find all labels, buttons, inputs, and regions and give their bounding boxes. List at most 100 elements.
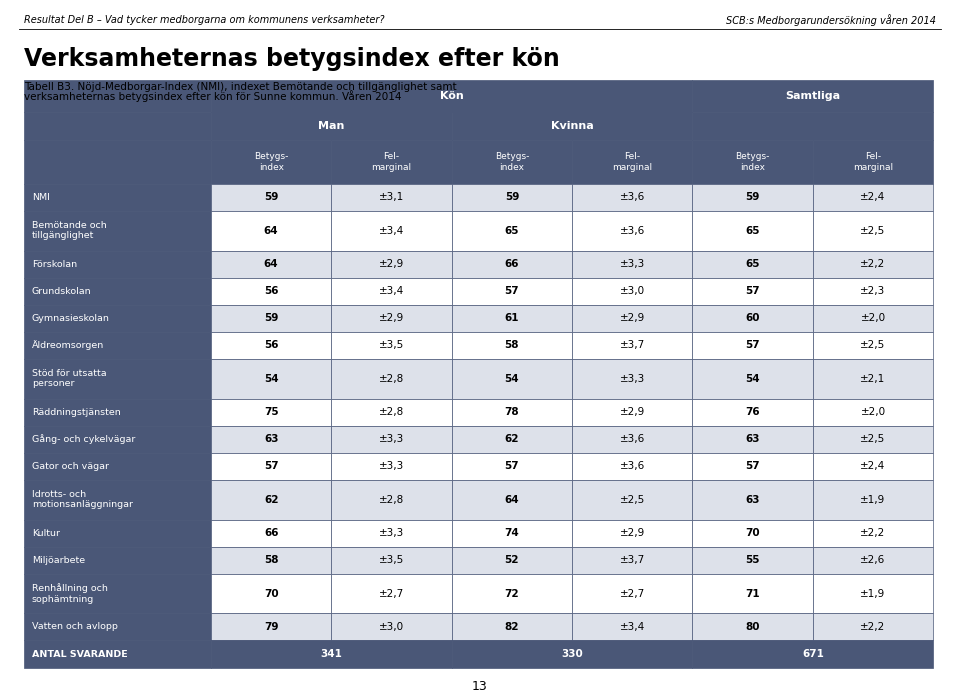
Text: 64: 64: [264, 259, 278, 269]
Bar: [331, 359, 452, 398]
Text: 59: 59: [264, 192, 278, 202]
Bar: [813, 453, 933, 480]
Bar: [331, 278, 452, 305]
Text: ±3,6: ±3,6: [619, 434, 645, 444]
Text: Betygs-
index: Betygs- index: [494, 152, 529, 172]
Bar: [813, 140, 933, 184]
Bar: [572, 305, 692, 332]
Text: ±2,9: ±2,9: [619, 528, 645, 538]
Text: Tabell B3. Nöjd-Medborgar-Index (NMI), indexet Bemötande och tillgänglighet samt: Tabell B3. Nöjd-Medborgar-Index (NMI), i…: [24, 82, 457, 92]
Text: Samtliga: Samtliga: [785, 92, 840, 101]
Bar: [452, 184, 572, 211]
Bar: [692, 251, 813, 278]
Bar: [24, 332, 211, 359]
Bar: [813, 426, 933, 453]
Text: Resultat Del B – Vad tycker medborgarna om kommunens verksamheter?: Resultat Del B – Vad tycker medborgarna …: [24, 15, 385, 24]
Text: 63: 63: [745, 495, 760, 505]
Bar: [813, 332, 933, 359]
Bar: [572, 519, 692, 547]
Bar: [331, 453, 452, 480]
Text: ±2,9: ±2,9: [379, 259, 404, 269]
Bar: [331, 614, 452, 640]
Text: Grundskolan: Grundskolan: [32, 287, 91, 296]
Bar: [692, 80, 933, 113]
Text: 75: 75: [264, 407, 278, 417]
Text: ±2,0: ±2,0: [860, 313, 886, 323]
Bar: [572, 211, 692, 251]
Bar: [452, 426, 572, 453]
Bar: [24, 480, 211, 519]
Bar: [813, 305, 933, 332]
Bar: [452, 614, 572, 640]
Bar: [692, 574, 813, 614]
Bar: [331, 519, 452, 547]
Bar: [692, 359, 813, 398]
Text: ±3,4: ±3,4: [379, 286, 404, 296]
Text: ±3,5: ±3,5: [379, 340, 404, 350]
Text: ±1,9: ±1,9: [860, 495, 886, 505]
Text: 13: 13: [472, 680, 488, 693]
Text: ±3,6: ±3,6: [619, 226, 645, 236]
Bar: [331, 140, 452, 184]
Bar: [572, 614, 692, 640]
Text: ±2,2: ±2,2: [860, 259, 886, 269]
Text: Fel-
marginal: Fel- marginal: [612, 152, 653, 172]
Bar: [24, 184, 211, 211]
Text: 64: 64: [264, 226, 278, 236]
Bar: [211, 251, 331, 278]
Text: ±2,4: ±2,4: [860, 192, 886, 202]
Text: ±2,9: ±2,9: [619, 407, 645, 417]
Text: ±3,7: ±3,7: [619, 340, 645, 350]
Text: ±2,7: ±2,7: [379, 589, 404, 598]
Text: Bemötande och
tillgänglighet: Bemötande och tillgänglighet: [32, 221, 107, 240]
Text: 54: 54: [505, 374, 519, 384]
Bar: [452, 332, 572, 359]
Text: ±2,8: ±2,8: [379, 374, 404, 384]
Text: ±3,4: ±3,4: [619, 622, 645, 632]
Text: Fel-
marginal: Fel- marginal: [372, 152, 412, 172]
Bar: [211, 140, 331, 184]
Text: ±2,5: ±2,5: [860, 434, 886, 444]
Bar: [692, 140, 813, 184]
Bar: [331, 426, 452, 453]
Bar: [211, 278, 331, 305]
Bar: [692, 480, 813, 519]
Text: ±3,3: ±3,3: [379, 528, 404, 538]
Text: 54: 54: [745, 374, 760, 384]
Text: ±2,6: ±2,6: [860, 555, 886, 565]
Text: ±2,9: ±2,9: [379, 313, 404, 323]
Bar: [331, 574, 452, 614]
Text: 61: 61: [505, 313, 519, 323]
Text: 54: 54: [264, 374, 278, 384]
Text: 59: 59: [264, 313, 278, 323]
Bar: [813, 574, 933, 614]
Bar: [211, 332, 331, 359]
Bar: [24, 398, 211, 426]
Text: 57: 57: [745, 286, 760, 296]
Bar: [692, 640, 933, 668]
Bar: [572, 574, 692, 614]
Bar: [572, 398, 692, 426]
Bar: [24, 140, 211, 184]
Text: 72: 72: [505, 589, 519, 598]
Bar: [692, 305, 813, 332]
Bar: [692, 519, 813, 547]
Bar: [24, 574, 211, 614]
Text: ±2,0: ±2,0: [860, 407, 886, 417]
Bar: [572, 547, 692, 574]
Bar: [572, 426, 692, 453]
Bar: [211, 305, 331, 332]
Bar: [211, 614, 331, 640]
Text: Betygs-
index: Betygs- index: [254, 152, 288, 172]
Text: ±3,3: ±3,3: [379, 461, 404, 471]
Text: ±3,0: ±3,0: [620, 286, 645, 296]
Text: 79: 79: [264, 622, 278, 632]
Text: Kvinna: Kvinna: [551, 121, 593, 131]
Text: Äldreomsorgen: Äldreomsorgen: [32, 340, 104, 350]
Bar: [692, 453, 813, 480]
Bar: [331, 305, 452, 332]
Text: Vatten och avlopp: Vatten och avlopp: [32, 623, 117, 631]
Bar: [572, 480, 692, 519]
Bar: [572, 359, 692, 398]
Text: 56: 56: [264, 286, 278, 296]
